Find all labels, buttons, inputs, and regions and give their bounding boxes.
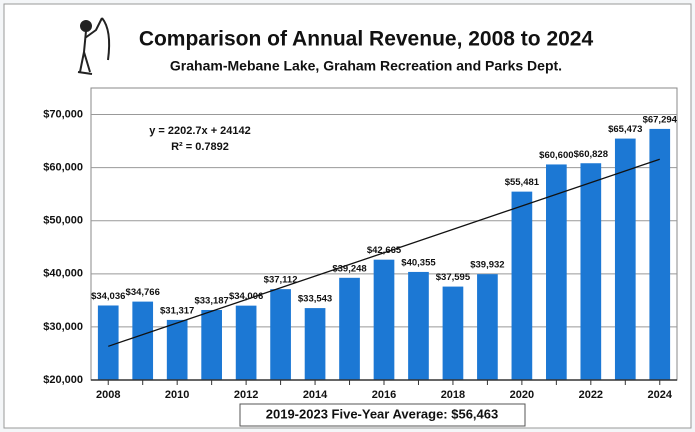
x-tick-label: 2016: [372, 389, 396, 401]
bar: [649, 128, 671, 380]
footnote-box: [239, 403, 526, 427]
bar: [614, 138, 636, 380]
bar: [132, 301, 154, 380]
bar: [97, 305, 119, 380]
value-label: $33,187: [194, 296, 228, 307]
y-tick-label: $60,000: [43, 162, 83, 174]
footnote: 2019-2023 Five-Year Average: $56,463: [266, 406, 498, 421]
bar: [304, 308, 326, 380]
chart-title: Comparison of Annual Revenue, 2008 to 20…: [139, 28, 594, 51]
bar: [166, 319, 188, 380]
value-label: $37,595: [436, 272, 471, 283]
bar: [270, 289, 291, 380]
value-label: $65,473: [608, 124, 642, 135]
bar: [235, 305, 257, 380]
bar: [201, 309, 222, 380]
bar: [442, 286, 464, 380]
value-label: $37,112: [264, 275, 298, 286]
trend-equation: y = 2202.7x + 24142: [149, 125, 251, 137]
y-tick-label: $40,000: [43, 268, 83, 280]
value-label: $34,766: [126, 287, 160, 298]
value-label: $33,543: [298, 294, 332, 305]
bar: [546, 164, 567, 380]
y-tick-label: $20,000: [43, 374, 83, 386]
x-tick-label: 2022: [579, 389, 603, 401]
y-tick-label: $70,000: [43, 108, 83, 120]
bar: [408, 271, 429, 380]
x-tick-label: 2018: [441, 389, 465, 401]
chart-subtitle: Graham-Mebane Lake, Graham Recreation an…: [170, 58, 562, 74]
x-tick-label: 2008: [96, 389, 120, 401]
value-label: $67,294: [643, 114, 678, 125]
fisherman-icon: [77, 17, 111, 75]
bar: [477, 274, 498, 380]
x-tick-label: 2024: [648, 389, 673, 401]
value-label: $31,317: [160, 305, 194, 316]
x-tick-label: 2020: [510, 389, 534, 401]
value-label: $60,828: [574, 149, 608, 160]
value-label: $60,600: [539, 150, 573, 161]
value-label: $42,665: [367, 245, 402, 256]
r-squared: R² = 0.7892: [171, 141, 229, 153]
value-label: $39,932: [470, 260, 504, 271]
x-tick-label: 2012: [234, 389, 258, 401]
x-tick-label: 2010: [165, 389, 189, 401]
value-label: $40,355: [401, 257, 436, 268]
bar: [373, 259, 395, 380]
y-tick-label: $50,000: [43, 215, 83, 227]
value-label: $34,006: [229, 291, 263, 302]
value-label: $55,481: [505, 177, 540, 188]
value-label: $34,036: [91, 291, 125, 302]
bar: [580, 163, 602, 380]
y-tick-label: $30,000: [43, 321, 83, 333]
value-label: $39,248: [332, 263, 366, 274]
bar: [511, 191, 533, 380]
x-tick-label: 2014: [303, 389, 328, 401]
trend-line: [108, 158, 660, 347]
bar: [339, 277, 360, 380]
